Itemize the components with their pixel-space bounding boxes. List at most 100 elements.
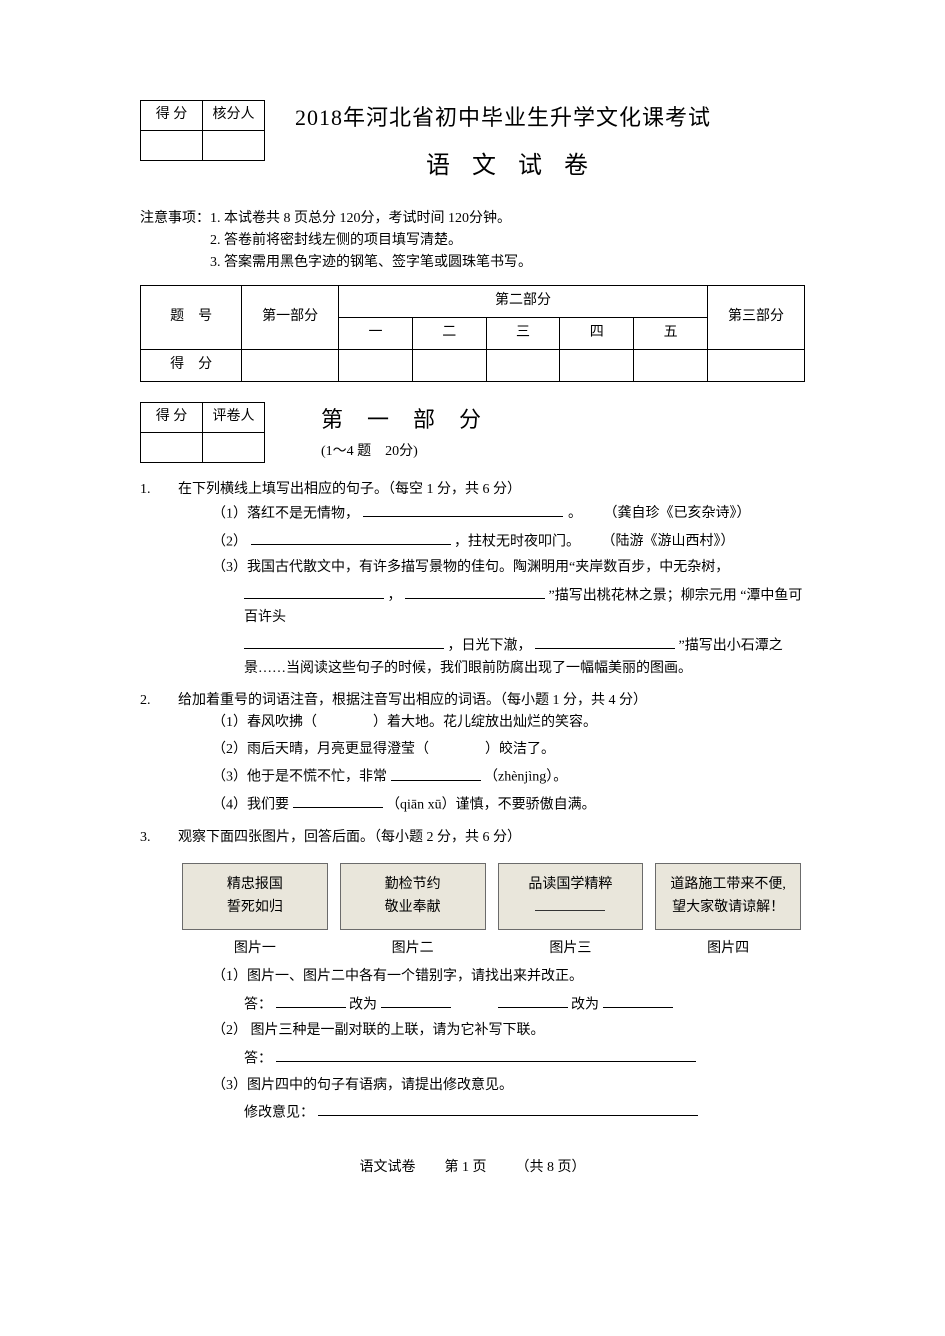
- q2-2: （2）雨后天晴，月亮更显得澄莹（ ）皎洁了。: [178, 739, 805, 761]
- sc-s3: [486, 349, 560, 381]
- q3-1-ans-label: 答：: [244, 997, 272, 1012]
- q2-4-blank[interactable]: [293, 793, 383, 808]
- sc-s5: [634, 349, 708, 381]
- q1-3-blank3[interactable]: [244, 634, 444, 649]
- q1-stem: 在下列横线上填写出相应的句子。（每空 1 分，共 6 分）: [178, 479, 805, 501]
- card-3-l1: 品读国学精粹: [505, 874, 637, 896]
- q3-2: （2） 图片三种是一副对联的上联，请为它补写下联。: [178, 1020, 805, 1042]
- q3-3-blank[interactable]: [318, 1101, 698, 1116]
- sc-s1: [339, 349, 413, 381]
- q1-3-blank1[interactable]: [244, 584, 384, 599]
- score-cell-label: 得 分: [141, 101, 203, 131]
- q3-1-blank3[interactable]: [498, 993, 568, 1008]
- page-footer: 语文试卷 第 1 页 （共 8 页）: [140, 1157, 805, 1179]
- q1-2-blank[interactable]: [251, 530, 451, 545]
- card-2-l1: 勤检节约: [347, 874, 479, 896]
- q2-4a: （4）我们要: [212, 797, 289, 812]
- card-2-l2: 敬业奉献: [347, 897, 479, 919]
- sc-p3: [707, 349, 804, 381]
- q3-1-blank2[interactable]: [381, 993, 451, 1008]
- score-summary-table: 题 号 第一部分 第二部分 第三部分 一 二 三 四 五 得 分: [140, 285, 805, 382]
- q1-3b: ，: [388, 588, 402, 603]
- q1-num: 1.: [140, 479, 178, 501]
- q3-2-ans-label: 答：: [244, 1051, 272, 1066]
- th-score: 得 分: [141, 349, 242, 381]
- q2-3-blank[interactable]: [391, 765, 481, 780]
- th-question-number: 题 号: [141, 285, 242, 349]
- q1-3-blank4[interactable]: [535, 634, 675, 649]
- reviewer-cell-blank: [203, 432, 265, 462]
- q3-1: （1）图片一、图片二中各有一个错别字，请找出来并改正。: [178, 966, 805, 988]
- q1-1-blank[interactable]: [363, 502, 563, 517]
- card-4-l1: 道路施工带来不便,: [662, 874, 794, 896]
- q3-1-blank1[interactable]: [276, 993, 346, 1008]
- th-part1: 第一部分: [242, 285, 339, 349]
- card-1-label: 图片一: [234, 938, 276, 960]
- footer-a: 语文试卷: [360, 1160, 416, 1175]
- q1-3a: （3）我国古代散文中，有许多描写景物的佳句。陶渊明用“夹岸数百步，中无杂树，: [212, 560, 729, 575]
- q2-num: 2.: [140, 690, 178, 712]
- question-2: 2. 给加着重号的词语注音，根据注音写出相应的词语。（每小题 1 分，共 4 分…: [140, 690, 805, 821]
- q1-1a: （1）落红不是无情物，: [212, 506, 359, 521]
- card-2-label: 图片二: [392, 938, 434, 960]
- question-1: 1. 在下列横线上填写出相应的句子。（每空 1 分，共 6 分） （1）落红不是…: [140, 479, 805, 684]
- q2-3a: （3）他于是不慌不忙，非常: [212, 770, 391, 785]
- card-4-l2: 望大家敬请谅解！: [662, 897, 794, 919]
- card-3: 品读国学精粹: [498, 863, 644, 930]
- th-sub-4: 四: [560, 317, 634, 349]
- reviewer-cell-label: 评卷人: [203, 402, 265, 432]
- card-row: 精忠报国 誓死如归 图片一 勤检节约 敬业奉献 图片二 品读国学精粹 图片三: [182, 863, 801, 960]
- note-3: 3. 答案需用黑色字迹的钢笔、签字笔或圆珠笔书写。: [140, 252, 805, 274]
- q1-2b: ，拄杖无时夜叩门。: [454, 534, 580, 549]
- q3-1-change2: 改为: [571, 997, 599, 1012]
- footer-c: （共 8 页）: [516, 1160, 586, 1175]
- q3-2-blank[interactable]: [276, 1047, 696, 1062]
- score-cell-blank2: [141, 432, 203, 462]
- q2-1: （1）春风吹拂（ ）着大地。花儿绽放出灿烂的笑容。: [178, 712, 805, 734]
- exam-title: 2018年河北省初中毕业生升学文化课考试: [295, 100, 711, 135]
- q3-3: （3）图片四中的句子有语病，请提出修改意见。: [178, 1075, 805, 1097]
- q1-2a: （2）: [212, 534, 247, 549]
- note-1: 1. 本试卷共 8 页总分 120分，考试时间 120分钟。: [210, 208, 511, 230]
- card-4: 道路施工带来不便, 望大家敬请谅解！: [655, 863, 801, 930]
- q1-3-blank2[interactable]: [405, 584, 545, 599]
- score-cell-label2: 得 分: [141, 402, 203, 432]
- section-1-range: (1～4 题 20分): [321, 441, 505, 463]
- score-box-section1: 得 分 评卷人: [140, 402, 265, 463]
- sc-s2: [412, 349, 486, 381]
- section-1-title: 第一部分: [321, 402, 505, 437]
- q3-num: 3.: [140, 827, 178, 849]
- th-part2: 第二部分: [339, 285, 708, 317]
- footer-b: 第 1 页: [445, 1160, 487, 1175]
- card-3-underline: [535, 897, 605, 911]
- checker-cell-label: 核分人: [203, 101, 265, 131]
- notes-label: 注意事项：: [140, 208, 210, 230]
- th-sub-3: 三: [486, 317, 560, 349]
- card-1-l1: 精忠报国: [189, 874, 321, 896]
- sc-s4: [560, 349, 634, 381]
- q3-1-change1: 改为: [349, 997, 377, 1012]
- exam-subtitle: 语文试卷: [295, 147, 711, 185]
- q2-4b: （qiān xū）谨慎，不要骄傲自满。: [386, 797, 596, 812]
- q3-1-blank4[interactable]: [603, 993, 673, 1008]
- th-sub-1: 一: [339, 317, 413, 349]
- card-3-label: 图片三: [549, 938, 591, 960]
- sc-p1: [242, 349, 339, 381]
- question-3: 3. 观察下面四张图片，回答后面。（每小题 2 分，共 6 分） 精忠报国 誓死…: [140, 827, 805, 1129]
- q1-1b: 。: [568, 506, 582, 521]
- score-box-top: 得 分 核分人: [140, 100, 265, 161]
- note-2: 2. 答卷前将密封线左侧的项目填写清楚。: [140, 230, 805, 252]
- q3-3-ans-label: 修改意见：: [244, 1105, 314, 1120]
- q1-1-src: （龚自珍《已亥杂诗》）: [604, 503, 751, 525]
- q2-3b: （zhènjìng）。: [484, 770, 567, 785]
- card-2: 勤检节约 敬业奉献: [340, 863, 486, 930]
- notes-block: 注意事项： 1. 本试卷共 8 页总分 120分，考试时间 120分钟。 2. …: [140, 208, 805, 275]
- q1-2-src: （陆游《游山西村》）: [602, 531, 735, 553]
- card-1: 精忠报国 誓死如归: [182, 863, 328, 930]
- card-1-l2: 誓死如归: [189, 897, 321, 919]
- q1-3d: ，日光下澈，: [448, 638, 532, 653]
- card-4-label: 图片四: [707, 938, 749, 960]
- checker-cell-blank: [203, 131, 265, 161]
- q2-stem: 给加着重号的词语注音，根据注音写出相应的词语。（每小题 1 分，共 4 分）: [178, 690, 805, 712]
- th-sub-2: 二: [412, 317, 486, 349]
